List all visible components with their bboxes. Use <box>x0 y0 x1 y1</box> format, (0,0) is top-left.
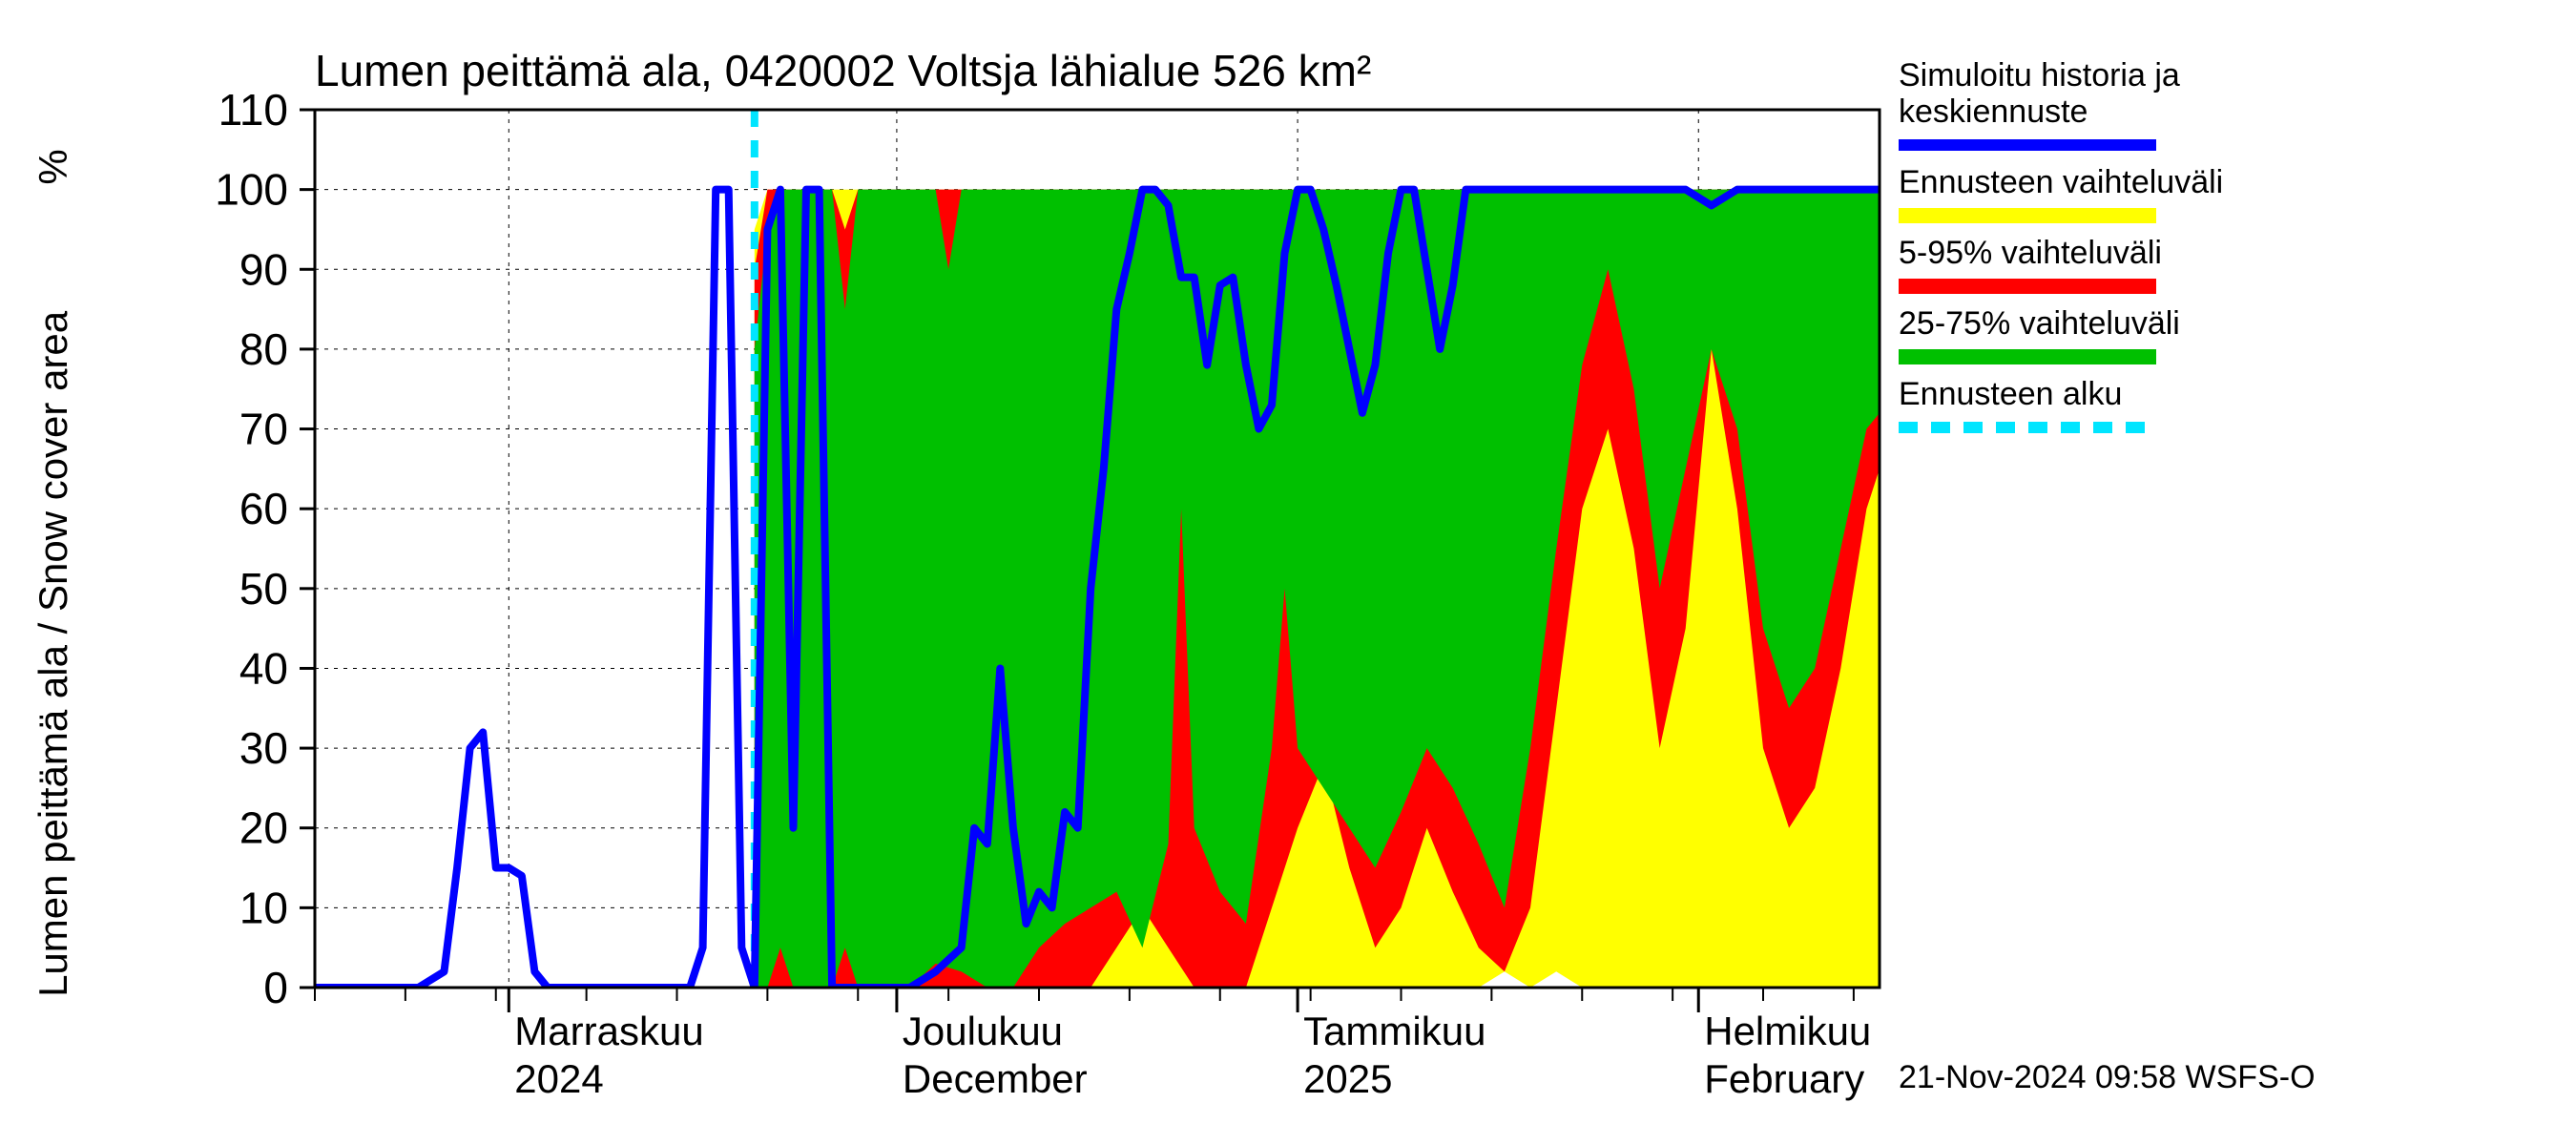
y-axis-unit: % <box>31 149 75 184</box>
y-tick-label: 70 <box>239 405 288 454</box>
y-tick-label: 80 <box>239 324 288 374</box>
y-tick-label: 20 <box>239 803 288 853</box>
y-tick-label: 40 <box>239 643 288 693</box>
x-month-label: Helmikuu <box>1704 1009 1871 1053</box>
y-tick-label: 50 <box>239 564 288 614</box>
legend-label: 25-75% vaihteluväli <box>1899 305 2180 342</box>
legend-label: Ennusteen vaihteluväli <box>1899 164 2223 200</box>
x-month-sublabel: December <box>903 1056 1088 1101</box>
y-axis-label: Lumen peittämä ala / Snow cover area <box>31 310 75 997</box>
y-tick-label: 0 <box>263 963 288 1012</box>
legend-label: Simuloitu historia ja <box>1899 57 2180 94</box>
y-tick-label: 110 <box>218 85 288 135</box>
y-tick-label: 100 <box>215 165 288 215</box>
x-month-sublabel: February <box>1704 1056 1864 1101</box>
x-month-sublabel: 2025 <box>1303 1056 1392 1101</box>
x-month-sublabel: 2024 <box>514 1056 603 1101</box>
x-month-label: Joulukuu <box>903 1009 1063 1053</box>
legend-swatch <box>1899 208 2156 223</box>
chart-title: Lumen peittämä ala, 0420002 Voltsja lähi… <box>315 46 1371 95</box>
legend-label: keskiennuste <box>1899 94 2088 130</box>
x-month-label: Marraskuu <box>514 1009 703 1053</box>
legend-label: 5-95% vaihteluväli <box>1899 235 2162 271</box>
x-month-label: Tammikuu <box>1303 1009 1485 1053</box>
snow-cover-chart: 0 10 20 30 40 50 60 70 80 90 100 110 Marraskuu2024 Jo… <box>0 0 2576 1145</box>
y-tick-label: 30 <box>239 723 288 773</box>
legend-swatch <box>1899 349 2156 364</box>
y-tick-label: 90 <box>239 244 288 294</box>
forecast-bands <box>755 190 1880 988</box>
footer-timestamp: 21-Nov-2024 09:58 WSFS-O <box>1899 1059 2316 1095</box>
y-tick-label: 60 <box>239 484 288 533</box>
legend-label: Ennusteen alku <box>1899 376 2122 412</box>
legend-swatch <box>1899 279 2156 294</box>
y-tick-label: 10 <box>239 883 288 932</box>
